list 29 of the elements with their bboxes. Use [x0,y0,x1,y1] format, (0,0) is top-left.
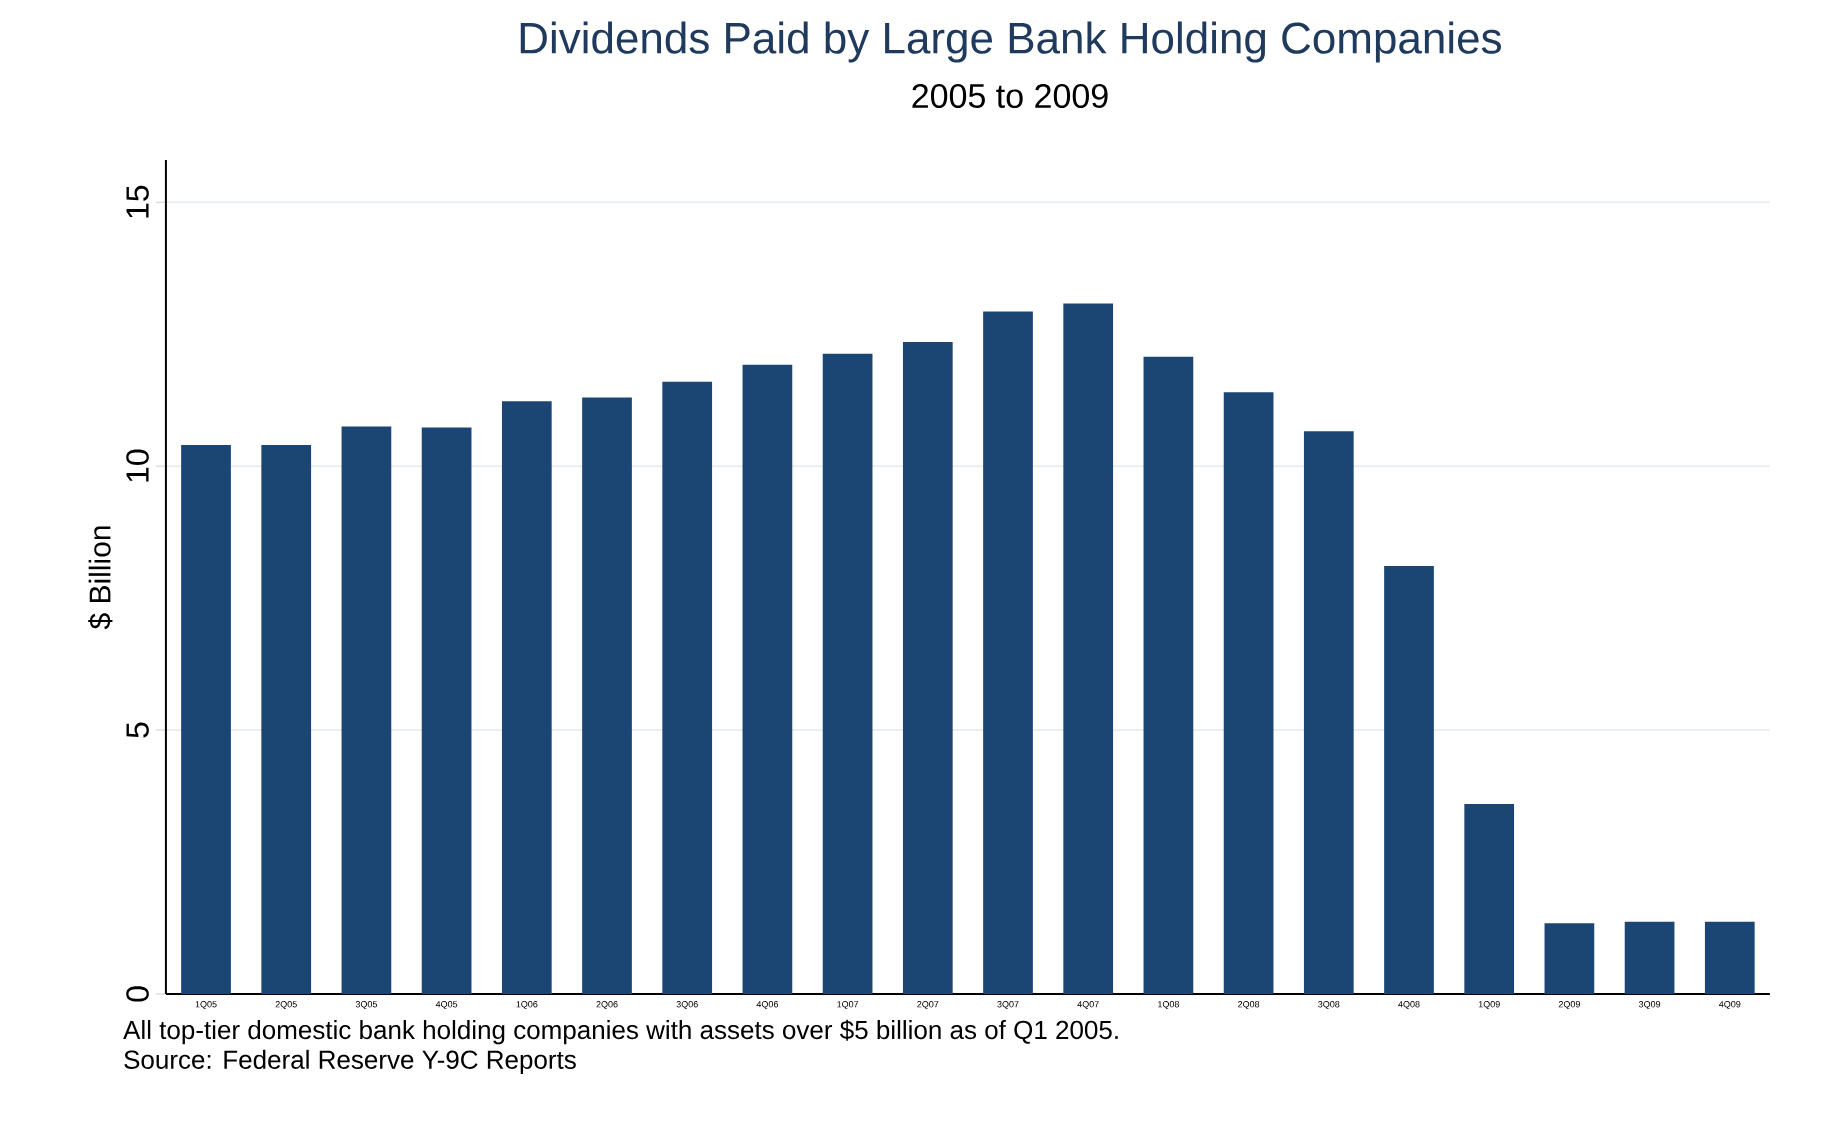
y-tick-label: 10 [126,449,149,482]
bar [983,311,1033,994]
bar [822,353,873,994]
bar [1624,921,1675,994]
text: All top-tier domestic bank holding companies with assets over $5 billion as of Q1 2005. [123,1019,1118,1045]
bar [1223,392,1274,994]
bar [421,427,472,994]
bar [1063,303,1114,994]
y-tick-label: 0 [126,986,149,1002]
bar [261,445,312,994]
source-note: Source: Federal Reserve Y-9C Reports [124,1049,576,1075]
chart-title: Dividends Paid by Large Bank Holding Companies [520,21,1501,63]
bar [742,364,793,994]
y-tick-label: 15 [126,185,149,218]
y-axis-title: $ Billion [88,526,113,630]
bar [1464,803,1515,994]
bar [1544,923,1595,994]
bar [902,342,953,994]
y-tick-label: 5 [126,722,149,738]
bar [582,397,632,994]
bar [341,426,392,994]
chart-subtitle: 2005 to 2009 [912,83,1108,109]
bar [1303,431,1354,994]
bar [1704,921,1755,994]
bar [1143,356,1194,994]
bar [662,381,713,994]
bar [181,445,231,994]
bar [501,401,552,994]
bar [1384,565,1434,994]
